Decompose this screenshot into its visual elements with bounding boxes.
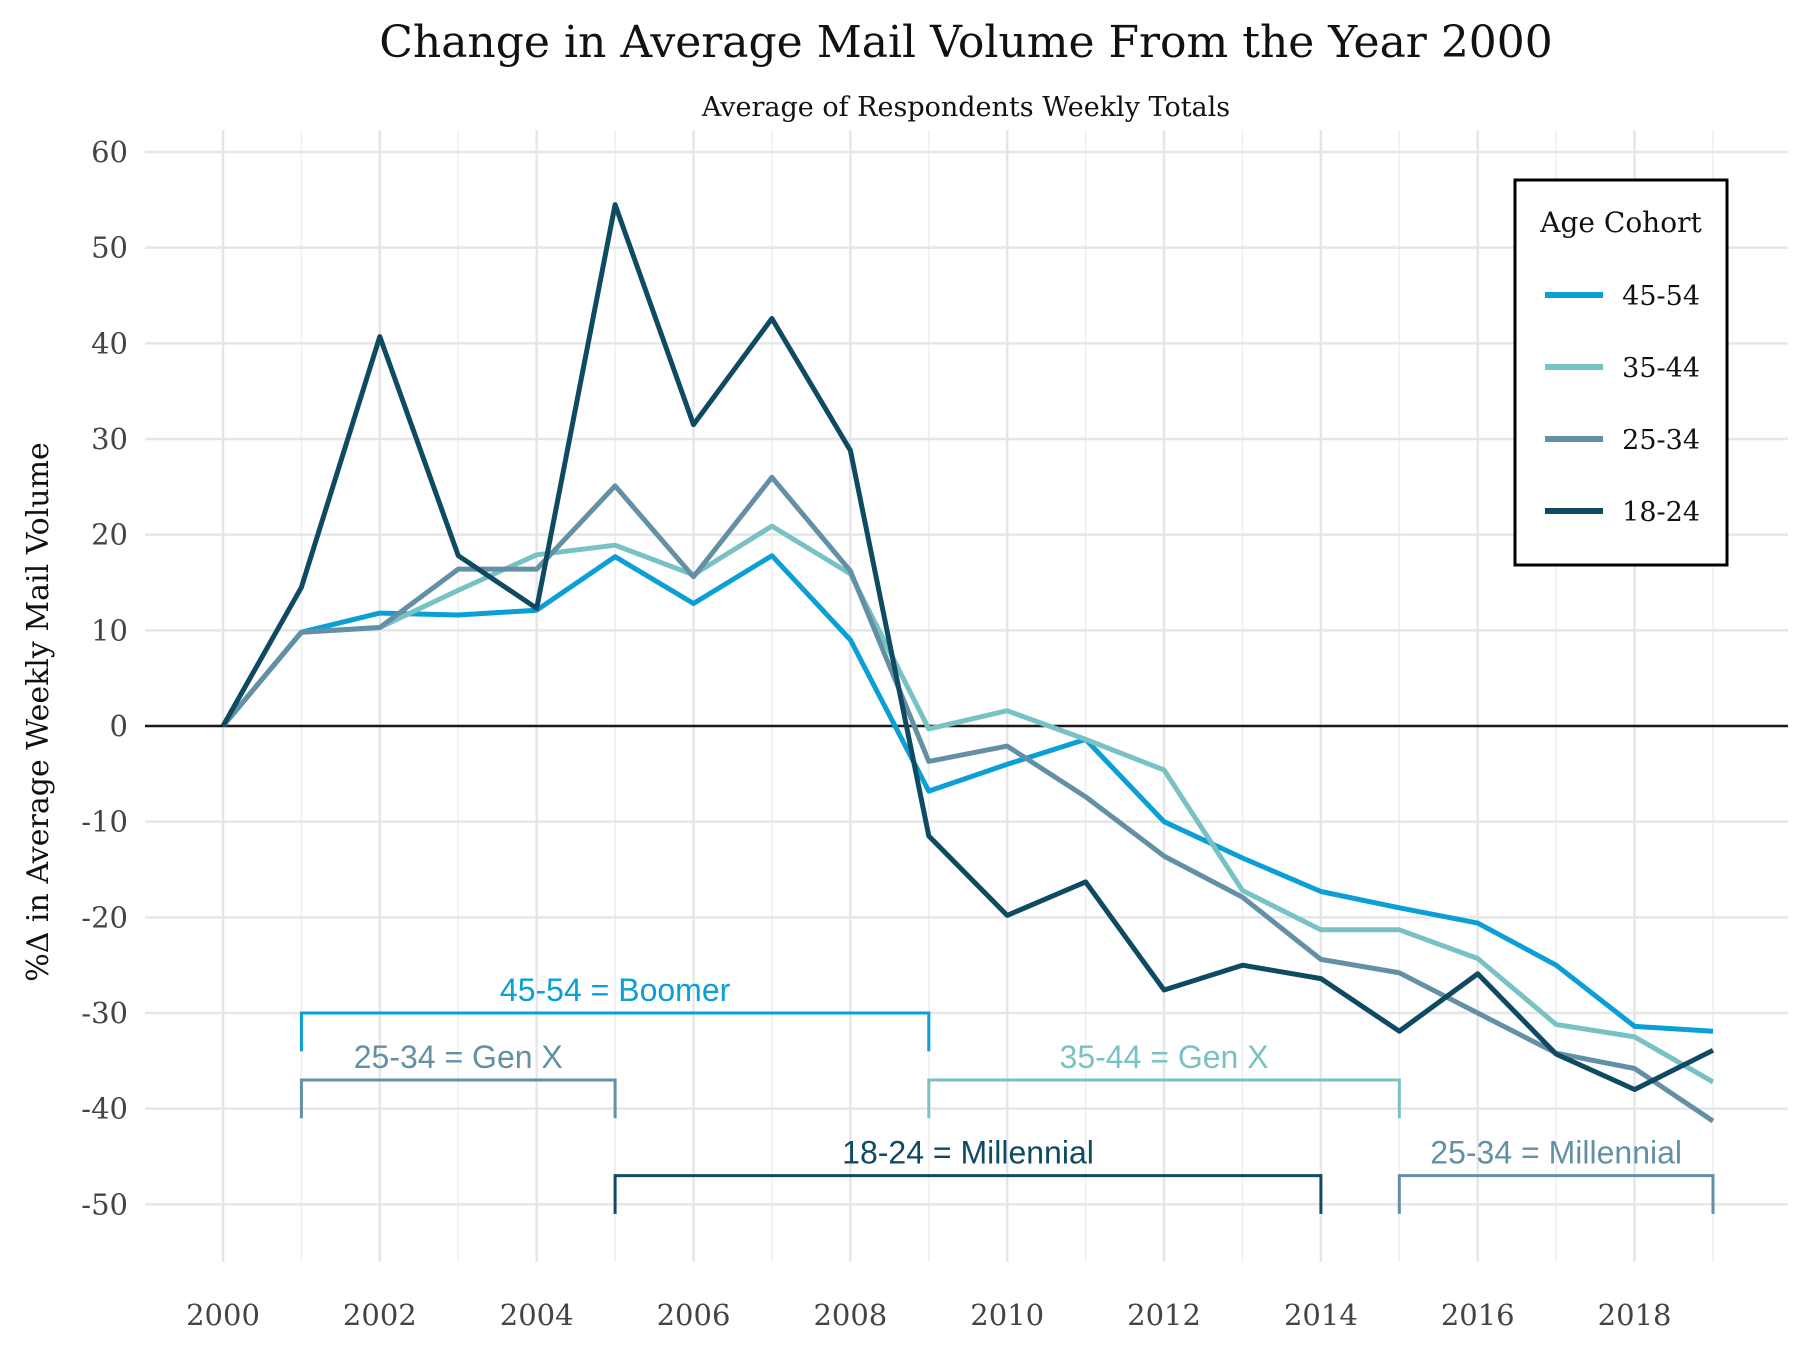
x-tick-label: 2006: [657, 1298, 731, 1332]
legend: Age Cohort 45-54 35-44 25-34 18-24: [1513, 178, 1729, 567]
y-tick-label: -50: [81, 1187, 128, 1221]
series-line-18-24: [220, 202, 1715, 1092]
legend-items: 45-54 35-44 25-34 18-24: [1545, 281, 1700, 528]
series-lines: [220, 202, 1715, 1124]
annotation-bracket: [299, 1078, 617, 1119]
legend-title: Age Cohort: [1539, 206, 1702, 239]
x-tick-label: 2016: [1441, 1298, 1515, 1332]
annotation-bracket: [927, 1078, 1401, 1119]
series-line-25-34: [221, 474, 1715, 1124]
annotation-label: 45-54 = Boomer: [500, 972, 731, 1008]
y-tick-label: 60: [91, 135, 128, 169]
chart-title: Change in Average Mail Volume From the Y…: [379, 17, 1553, 68]
y-axis-label: %Δ in Average Weekly Mail Volume: [21, 442, 56, 982]
x-tick-label: 2018: [1598, 1298, 1672, 1332]
annotation-bracket: [613, 1174, 1323, 1214]
annotation-label: 25-34 = Gen X: [354, 1039, 563, 1075]
y-tick-label: 40: [91, 326, 128, 360]
x-tick-label: 2000: [186, 1298, 260, 1332]
y-tick-label: -20: [81, 900, 128, 934]
legend-box: [1513, 178, 1729, 567]
series-line-35-44: [221, 523, 1715, 1085]
y-tick-label: 30: [91, 422, 128, 456]
annotation-bracket: [299, 1011, 931, 1052]
x-axis-tick-labels: 2000 2002 2004 2006 2008 2010 2012 2014 2016 2018: [186, 1298, 1671, 1332]
y-tick-label: -10: [81, 805, 128, 839]
x-tick-label: 2010: [970, 1298, 1044, 1332]
series-line-45-54: [221, 553, 1714, 1034]
x-tick-label: 2004: [500, 1298, 574, 1332]
annotation-label: 25-34 = Millennial: [1430, 1135, 1682, 1171]
annotation-label: 35-44 = Gen X: [1060, 1039, 1269, 1075]
x-tick-label: 2008: [813, 1298, 887, 1332]
y-tick-label: 0: [110, 709, 128, 743]
x-tick-label: 2002: [343, 1298, 417, 1332]
x-tick-label: 2012: [1127, 1298, 1201, 1332]
y-tick-label: 10: [91, 613, 128, 647]
x-tick-label: 2014: [1284, 1298, 1358, 1332]
y-tick-label: -30: [81, 996, 128, 1030]
y-tick-label: 50: [91, 231, 128, 265]
legend-label-45-54: 45-54: [1622, 281, 1700, 312]
legend-label-25-34: 25-34: [1622, 425, 1700, 456]
annotation-bracket: [1397, 1174, 1715, 1214]
legend-label-35-44: 35-44: [1622, 353, 1700, 384]
y-tick-label: -40: [81, 1092, 128, 1126]
annotation-label: 18-24 = Millennial: [842, 1135, 1094, 1171]
legend-label-18-24: 18-24: [1622, 497, 1700, 528]
chart-subtitle: Average of Respondents Weekly Totals: [701, 92, 1230, 123]
cohort-annotations: 45-54 = Boomer 25-34 = Gen X 35-44 = Gen X…: [299, 972, 1715, 1214]
y-tick-label: 20: [91, 518, 128, 552]
y-axis-tick-labels: 60 50 40 30 20 10 0 -10 -20 -30 -40 -50: [81, 135, 128, 1221]
